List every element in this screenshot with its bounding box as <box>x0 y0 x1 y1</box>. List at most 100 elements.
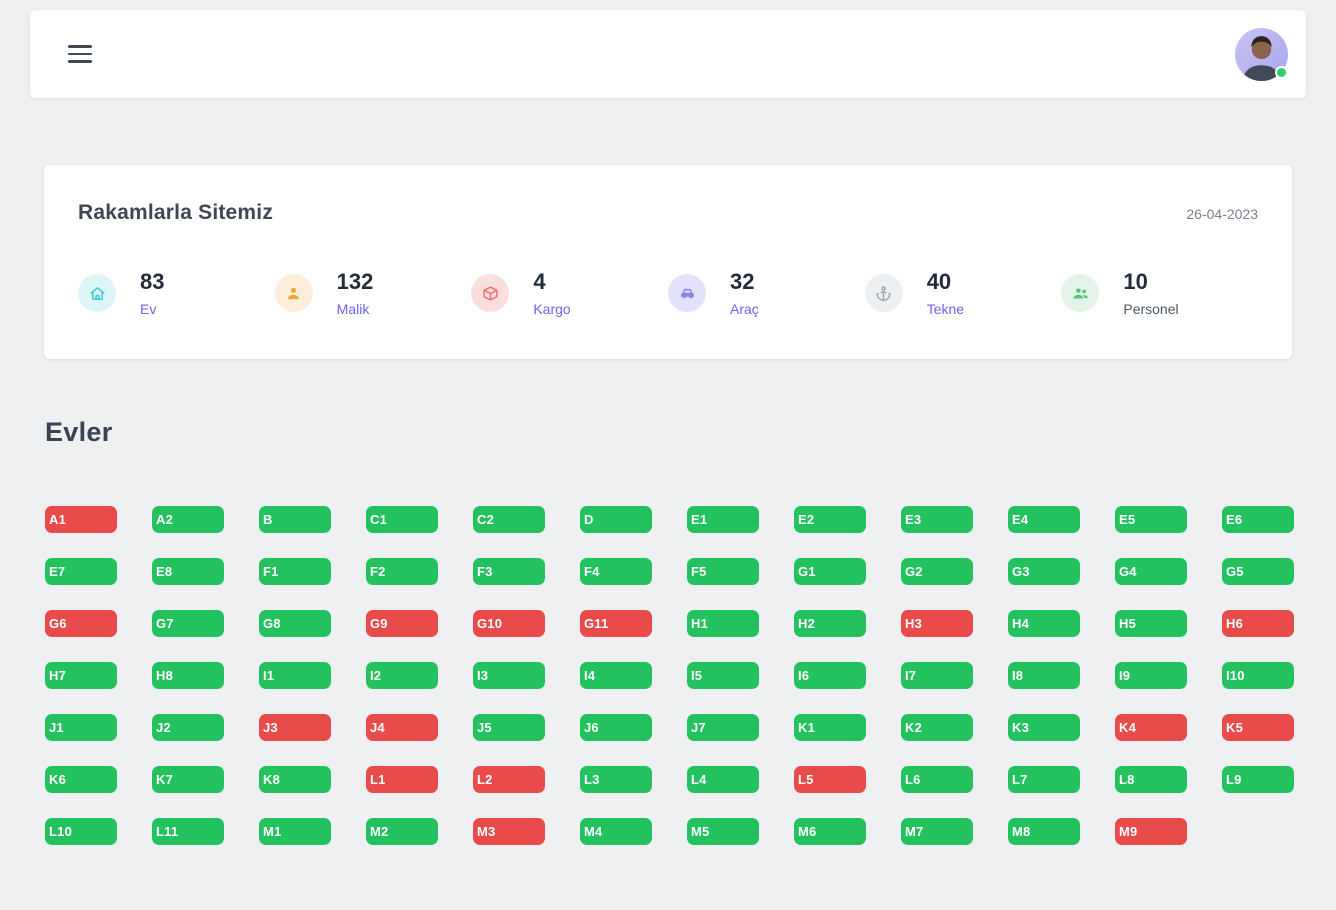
house-c1[interactable]: C1 <box>366 506 438 533</box>
house-g10[interactable]: G10 <box>473 610 545 637</box>
house-k6[interactable]: K6 <box>45 766 117 793</box>
house-l10[interactable]: L10 <box>45 818 117 845</box>
house-f4[interactable]: F4 <box>580 558 652 585</box>
house-k8[interactable]: K8 <box>259 766 331 793</box>
house-e4[interactable]: E4 <box>1008 506 1080 533</box>
house-i6[interactable]: I6 <box>794 662 866 689</box>
house-j4[interactable]: J4 <box>366 714 438 741</box>
house-e6[interactable]: E6 <box>1222 506 1294 533</box>
stats-card-date: 26-04-2023 <box>1186 206 1258 222</box>
house-b[interactable]: B <box>259 506 331 533</box>
house-g4[interactable]: G4 <box>1115 558 1187 585</box>
house-m1[interactable]: M1 <box>259 818 331 845</box>
house-i3[interactable]: I3 <box>473 662 545 689</box>
house-h5[interactable]: H5 <box>1115 610 1187 637</box>
house-i10[interactable]: I10 <box>1222 662 1294 689</box>
house-f5[interactable]: F5 <box>687 558 759 585</box>
stat-malik: 132 Malik <box>274 269 472 317</box>
house-l9[interactable]: L9 <box>1222 766 1294 793</box>
house-k4[interactable]: K4 <box>1115 714 1187 741</box>
house-i9[interactable]: I9 <box>1115 662 1187 689</box>
stat-value: 4 <box>533 269 546 294</box>
stat-value: 40 <box>926 269 952 294</box>
stats-row: 83 Ev 132 Malik 4 Kargo 32 Araç 40 Tekne 10 Persone… <box>78 269 1258 317</box>
houses-grid: A1 A2 B C1 C2 D E1 E2 E3 E4 E5 E6 E7 E8 F1 F2 F3 F4 F5 G1 G2… <box>45 506 1336 845</box>
house-h6[interactable]: H6 <box>1222 610 1294 637</box>
house-j1[interactable]: J1 <box>45 714 117 741</box>
house-k5[interactable]: K5 <box>1222 714 1294 741</box>
house-m6[interactable]: M6 <box>794 818 866 845</box>
house-a2[interactable]: A2 <box>152 506 224 533</box>
house-l4[interactable]: L4 <box>687 766 759 793</box>
house-i2[interactable]: I2 <box>366 662 438 689</box>
house-g6[interactable]: G6 <box>45 610 117 637</box>
house-f3[interactable]: F3 <box>473 558 545 585</box>
house-l5[interactable]: L5 <box>794 766 866 793</box>
avatar-image <box>1235 27 1288 81</box>
house-h7[interactable]: H7 <box>45 662 117 689</box>
house-i8[interactable]: I8 <box>1008 662 1080 689</box>
house-d[interactable]: D <box>580 506 652 533</box>
house-e8[interactable]: E8 <box>152 558 224 585</box>
house-m7[interactable]: M7 <box>901 818 973 845</box>
stat-label: Kargo <box>533 301 571 317</box>
house-h8[interactable]: H8 <box>152 662 224 689</box>
house-m4[interactable]: M4 <box>580 818 652 845</box>
house-j7[interactable]: J7 <box>687 714 759 741</box>
house-i5[interactable]: I5 <box>687 662 759 689</box>
house-f2[interactable]: F2 <box>366 558 438 585</box>
house-j5[interactable]: J5 <box>473 714 545 741</box>
house-e2[interactable]: E2 <box>794 506 866 533</box>
house-j3[interactable]: J3 <box>259 714 331 741</box>
house-g1[interactable]: G1 <box>794 558 866 585</box>
house-i1[interactable]: I1 <box>259 662 331 689</box>
stat-ev: 83 Ev <box>78 269 275 317</box>
user-avatar[interactable] <box>1235 27 1288 81</box>
house-a1[interactable]: A1 <box>45 506 117 533</box>
house-l3[interactable]: L3 <box>580 766 652 793</box>
house-e3[interactable]: E3 <box>901 506 973 533</box>
house-h1[interactable]: H1 <box>687 610 759 637</box>
house-e5[interactable]: E5 <box>1115 506 1187 533</box>
house-k7[interactable]: K7 <box>152 766 224 793</box>
house-l2[interactable]: L2 <box>473 766 545 793</box>
house-l8[interactable]: L8 <box>1115 766 1187 793</box>
stat-value: 32 <box>730 269 755 294</box>
house-m5[interactable]: M5 <box>687 818 759 845</box>
house-f1[interactable]: F1 <box>259 558 331 585</box>
stat-ara: 32 Araç <box>668 269 865 317</box>
house-h3[interactable]: H3 <box>901 610 973 637</box>
house-k2[interactable]: K2 <box>901 714 973 741</box>
stat-value: 10 <box>1123 269 1148 294</box>
house-g9[interactable]: G9 <box>366 610 438 637</box>
house-g5[interactable]: G5 <box>1222 558 1294 585</box>
house-m8[interactable]: M8 <box>1008 818 1080 845</box>
house-c2[interactable]: C2 <box>473 506 545 533</box>
house-k1[interactable]: K1 <box>794 714 866 741</box>
house-g3[interactable]: G3 <box>1008 558 1080 585</box>
house-i4[interactable]: I4 <box>580 662 652 689</box>
house-g11[interactable]: G11 <box>580 610 652 637</box>
house-e1[interactable]: E1 <box>687 506 759 533</box>
stat-label: Araç <box>730 301 759 317</box>
house-k3[interactable]: K3 <box>1008 714 1080 741</box>
house-g7[interactable]: G7 <box>152 610 224 637</box>
house-m2[interactable]: M2 <box>366 818 438 845</box>
house-e7[interactable]: E7 <box>45 558 117 585</box>
house-m3[interactable]: M3 <box>473 818 545 845</box>
house-l11[interactable]: L11 <box>152 818 224 845</box>
house-h2[interactable]: H2 <box>794 610 866 637</box>
house-j6[interactable]: J6 <box>580 714 652 741</box>
anchor-icon <box>864 274 903 312</box>
house-l1[interactable]: L1 <box>366 766 438 793</box>
house-m9[interactable]: M9 <box>1115 818 1187 845</box>
house-j2[interactable]: J2 <box>152 714 224 741</box>
house-l6[interactable]: L6 <box>901 766 973 793</box>
house-h4[interactable]: H4 <box>1008 610 1080 637</box>
house-l7[interactable]: L7 <box>1008 766 1080 793</box>
hamburger-menu-icon[interactable] <box>68 45 92 63</box>
house-i7[interactable]: I7 <box>901 662 973 689</box>
stats-card: Rakamlarla Sitemiz 26-04-2023 83 Ev 132 Mal… <box>44 165 1292 359</box>
house-g2[interactable]: G2 <box>901 558 973 585</box>
house-g8[interactable]: G8 <box>259 610 331 637</box>
